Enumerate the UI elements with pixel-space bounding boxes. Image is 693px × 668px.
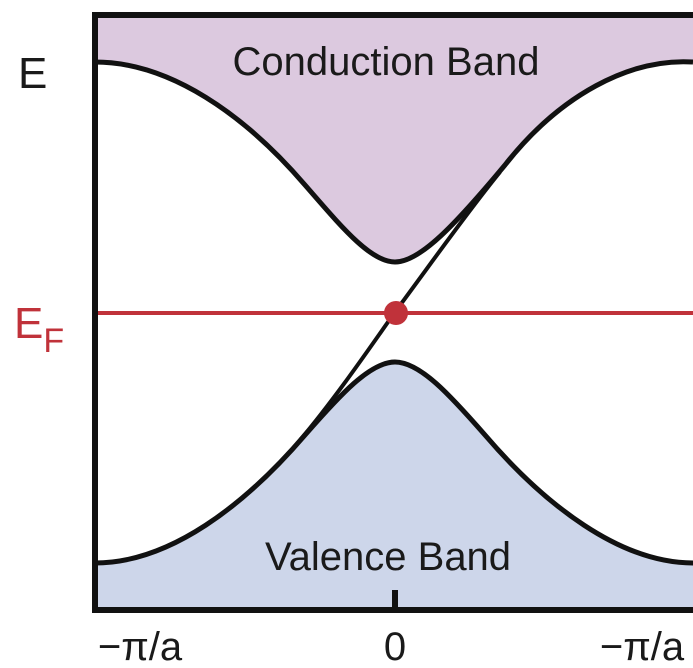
x-tick-right: −π/a	[600, 625, 685, 668]
conduction-band-label: Conduction Band	[233, 40, 540, 84]
x-tick-left: −π/a	[98, 625, 183, 668]
plot-frame	[92, 12, 693, 613]
valence-band-region	[95, 362, 693, 610]
valence-band-curve	[95, 359, 693, 566]
x-tick-zero: 0	[384, 625, 406, 668]
conduction-band-curve	[95, 59, 693, 265]
fermi-level-label: EF	[14, 299, 64, 360]
fermi-label-sub: F	[43, 322, 64, 360]
valence-band-label: Valence Band	[265, 535, 511, 579]
conduction-band-region	[95, 15, 693, 262]
energy-axis-label: E	[18, 49, 47, 98]
fermi-label-main: E	[14, 299, 43, 348]
fermi-point	[384, 301, 408, 325]
